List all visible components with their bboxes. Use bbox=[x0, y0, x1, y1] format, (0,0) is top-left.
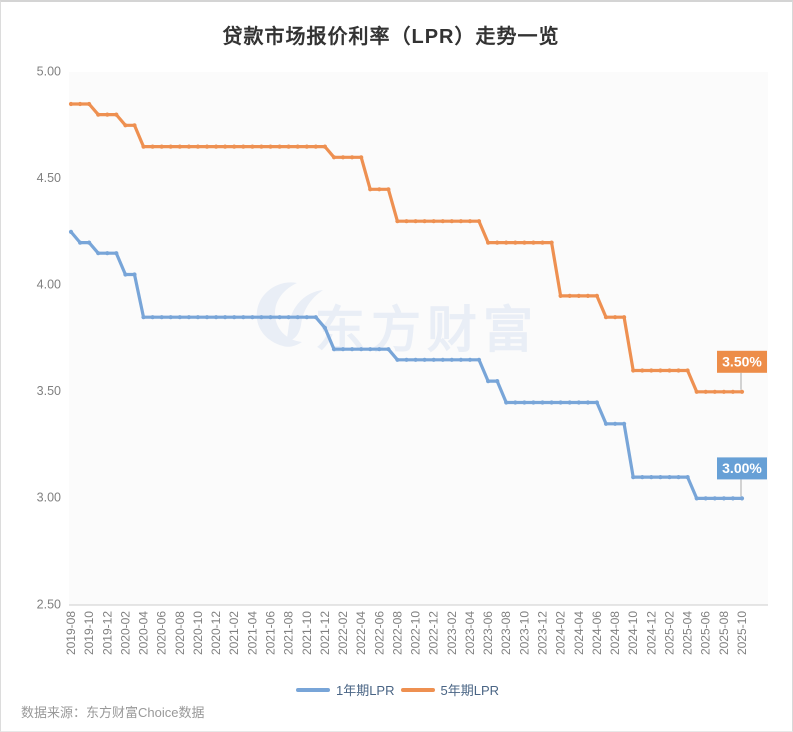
svg-text:2025-10: 2025-10 bbox=[735, 611, 749, 655]
svg-text:2022-12: 2022-12 bbox=[427, 611, 441, 655]
svg-text:2020-10: 2020-10 bbox=[191, 611, 205, 655]
legend-line-icon-1y bbox=[295, 687, 330, 692]
svg-text:2021-06: 2021-06 bbox=[263, 611, 277, 655]
svg-text:2024-04: 2024-04 bbox=[572, 611, 586, 655]
svg-text:4.00: 4.00 bbox=[37, 277, 61, 291]
legend-item-1y-lpr[interactable]: 1年期LPR bbox=[295, 680, 395, 699]
svg-text:2021-10: 2021-10 bbox=[300, 611, 314, 655]
svg-text:2022-10: 2022-10 bbox=[409, 611, 423, 655]
svg-text:2025-04: 2025-04 bbox=[681, 611, 695, 655]
watermark-logo-icon bbox=[256, 282, 323, 347]
svg-text:2025-02: 2025-02 bbox=[662, 611, 676, 655]
svg-text:2024-08: 2024-08 bbox=[608, 611, 622, 655]
svg-text:2022-08: 2022-08 bbox=[390, 611, 404, 655]
x-axis-labels: 2019-08 2019-10 2019-12 2020-02 2020-04 2020-… bbox=[64, 611, 749, 655]
plot-area bbox=[69, 72, 768, 605]
svg-text:2025-08: 2025-08 bbox=[717, 611, 731, 655]
svg-text:2023-10: 2023-10 bbox=[517, 611, 531, 655]
end-badge-5y: 3.50% bbox=[717, 350, 767, 390]
legend-label-1y: 1年期LPR bbox=[335, 683, 395, 698]
svg-text:3.50%: 3.50% bbox=[722, 354, 762, 370]
svg-text:2024-12: 2024-12 bbox=[644, 611, 658, 655]
y-axis-labels: 5.00 4.50 4.00 3.50 3.00 2.50 bbox=[37, 64, 61, 611]
svg-text:2021-12: 2021-12 bbox=[318, 611, 332, 655]
svg-text:2020-08: 2020-08 bbox=[173, 611, 187, 655]
svg-text:2021-02: 2021-02 bbox=[227, 611, 241, 655]
legend: 1年期LPR 5年期LPR bbox=[1, 680, 792, 699]
legend-item-5y-lpr[interactable]: 5年期LPR bbox=[400, 680, 500, 699]
svg-text:2023-02: 2023-02 bbox=[445, 611, 459, 655]
legend-label-5y: 5年期LPR bbox=[440, 683, 500, 698]
svg-text:2024-02: 2024-02 bbox=[554, 611, 568, 655]
svg-text:3.50: 3.50 bbox=[37, 384, 61, 398]
chart-title: 贷款市场报价利率（LPR）走势一览 bbox=[222, 26, 560, 48]
svg-text:2022-06: 2022-06 bbox=[372, 611, 386, 655]
svg-text:5.00: 5.00 bbox=[37, 64, 61, 78]
svg-text:2.50: 2.50 bbox=[37, 597, 61, 611]
svg-text:2022-04: 2022-04 bbox=[354, 611, 368, 655]
svg-text:2019-10: 2019-10 bbox=[82, 611, 96, 655]
data-source-note: 数据来源：东方财富Choice数据 bbox=[21, 705, 205, 720]
series-line-5y[interactable] bbox=[68, 101, 745, 394]
series-line-1y[interactable] bbox=[68, 229, 745, 501]
svg-text:2019-12: 2019-12 bbox=[100, 611, 114, 655]
svg-text:3.00%: 3.00% bbox=[722, 460, 762, 476]
svg-text:2022-02: 2022-02 bbox=[336, 611, 350, 655]
svg-text:2023-12: 2023-12 bbox=[536, 611, 550, 655]
svg-text:2021-08: 2021-08 bbox=[282, 611, 296, 655]
svg-text:2021-04: 2021-04 bbox=[245, 611, 259, 655]
end-badge-1y: 3.00% bbox=[717, 457, 767, 497]
svg-text:2025-06: 2025-06 bbox=[699, 611, 713, 655]
svg-text:3.00: 3.00 bbox=[37, 491, 61, 505]
svg-text:2024-10: 2024-10 bbox=[626, 611, 640, 655]
svg-text:2020-04: 2020-04 bbox=[137, 611, 151, 655]
svg-text:4.50: 4.50 bbox=[37, 171, 61, 185]
svg-text:2023-08: 2023-08 bbox=[499, 611, 513, 655]
legend-line-icon-5y bbox=[400, 687, 435, 692]
svg-text:2020-02: 2020-02 bbox=[118, 611, 132, 655]
svg-text:2020-12: 2020-12 bbox=[209, 611, 223, 655]
svg-text:2020-06: 2020-06 bbox=[155, 611, 169, 655]
svg-text:2023-06: 2023-06 bbox=[481, 611, 495, 655]
svg-text:2019-08: 2019-08 bbox=[64, 611, 78, 655]
svg-text:2024-06: 2024-06 bbox=[590, 611, 604, 655]
svg-text:2023-04: 2023-04 bbox=[463, 611, 477, 655]
